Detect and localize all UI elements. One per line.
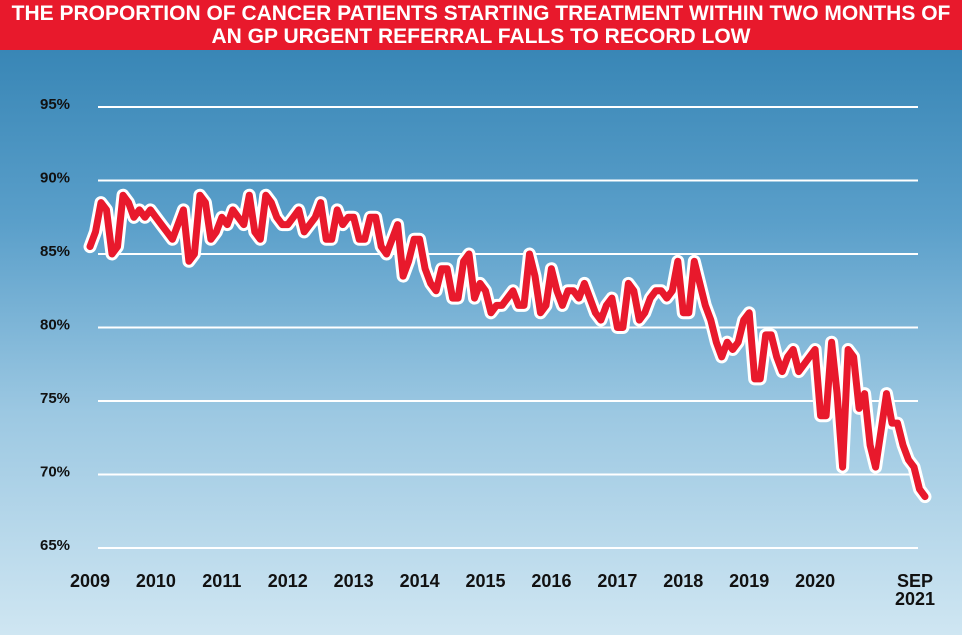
x-tick-label: 2012 — [267, 571, 308, 591]
y-tick-label: 80% — [40, 316, 70, 333]
y-tick-label: 65% — [40, 537, 70, 554]
x-tick-label: 2020 — [795, 571, 836, 591]
y-tick-label: 85% — [40, 243, 70, 260]
x-tick-label: 2017 — [597, 571, 638, 591]
x-tick-label: 2010 — [135, 571, 176, 591]
x-tick-label: 2011 — [202, 571, 242, 591]
x-tick-label: 2019 — [729, 571, 770, 591]
line — [86, 191, 929, 501]
y-tick-label: 70% — [40, 463, 70, 480]
chart-title: THE PROPORTION OF CANCER PATIENTS STARTI… — [0, 0, 962, 50]
x-tick-label: 2013 — [333, 571, 374, 591]
line-outline — [83, 188, 932, 504]
y-tick-label: 90% — [40, 169, 70, 186]
x-tick-label: 2015 — [465, 571, 506, 591]
y-tick-label: 75% — [40, 390, 70, 407]
x-tick-label: 2018 — [663, 571, 704, 591]
x-tick-label: SEP 2021 — [894, 571, 936, 609]
x-tick-label: 2016 — [531, 571, 572, 591]
x-tick-label: 2014 — [399, 571, 440, 591]
x-tick-label: 2009 — [69, 571, 111, 591]
y-tick-label: 95% — [40, 96, 70, 113]
